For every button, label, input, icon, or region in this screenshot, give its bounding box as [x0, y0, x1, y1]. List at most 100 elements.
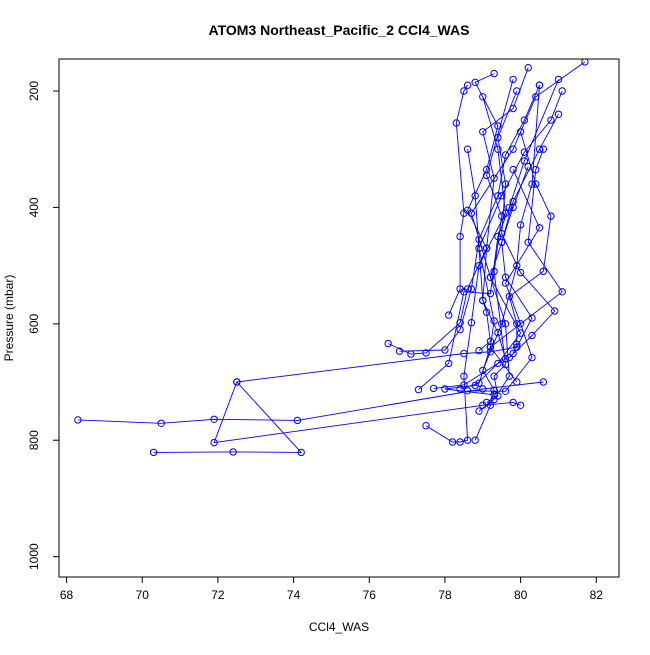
- data-point: [513, 87, 521, 95]
- data-point: [509, 75, 517, 84]
- profile-series: [414, 75, 563, 394]
- profile-series: [494, 87, 559, 362]
- data-point: [479, 385, 487, 393]
- data-point: [467, 319, 476, 327]
- profile-series: [471, 81, 544, 444]
- data-point: [558, 288, 566, 296]
- x-tick-label: 74: [287, 588, 301, 602]
- data-point: [505, 292, 513, 301]
- data-point: [535, 145, 544, 153]
- data-point: [445, 311, 453, 319]
- data-point: [490, 317, 498, 325]
- profile-series: [505, 128, 555, 358]
- series-line: [399, 85, 540, 352]
- data-point: [460, 87, 468, 95]
- series-line: [497, 90, 556, 358]
- data-point: [505, 353, 513, 362]
- data-point: [482, 165, 491, 174]
- data-point: [452, 119, 460, 127]
- data-point: [501, 151, 510, 159]
- data-point: [524, 64, 532, 72]
- data-point: [498, 212, 506, 220]
- x-tick-label: 68: [60, 588, 74, 602]
- data-point: [494, 328, 502, 337]
- data-point: [456, 232, 464, 241]
- x-tick-label: 70: [136, 588, 150, 602]
- series-line: [474, 85, 540, 441]
- data-point: [509, 398, 517, 407]
- data-point: [513, 320, 521, 328]
- data-point: [297, 448, 305, 457]
- profile-series: [486, 145, 566, 386]
- data-point: [471, 78, 479, 87]
- profile-series: [482, 75, 517, 407]
- data-point: [456, 385, 464, 393]
- data-point: [539, 378, 547, 386]
- data-point: [475, 407, 483, 415]
- data-point: [528, 331, 536, 340]
- data-point: [471, 192, 479, 200]
- data-point: [494, 192, 502, 200]
- data-point: [479, 296, 487, 305]
- data-point: [482, 171, 491, 180]
- profile-series: [445, 81, 472, 319]
- series-layer: [74, 59, 589, 457]
- data-point: [513, 340, 521, 348]
- x-tick-label: 78: [438, 588, 452, 602]
- data-point: [74, 416, 82, 424]
- data-point: [475, 379, 483, 387]
- data-point: [509, 165, 517, 174]
- data-point: [539, 145, 547, 153]
- data-point: [532, 180, 540, 188]
- y-tick-label: 800: [27, 430, 41, 450]
- data-point: [479, 128, 487, 136]
- data-point: [551, 307, 559, 315]
- data-point: [490, 372, 498, 380]
- y-tick-label: 600: [27, 313, 41, 333]
- y-tick-label: 1000: [27, 543, 41, 570]
- data-point: [460, 209, 468, 217]
- y-tick-label: 200: [27, 81, 41, 101]
- data-point: [494, 232, 502, 241]
- series-line: [448, 84, 468, 316]
- data-point: [429, 384, 438, 393]
- data-point: [456, 438, 464, 446]
- data-point: [486, 273, 495, 281]
- data-point: [547, 116, 555, 124]
- y-axis: 200 400 600 800 1000: [27, 81, 60, 570]
- data-point: [501, 320, 510, 328]
- series-line: [153, 381, 521, 453]
- series-line: [418, 79, 559, 390]
- series-line: [236, 114, 559, 383]
- data-point: [524, 238, 532, 247]
- data-point: [482, 244, 491, 252]
- data-point: [516, 401, 525, 409]
- series-line: [433, 73, 507, 389]
- data-point: [535, 81, 544, 89]
- data-point: [149, 448, 158, 457]
- data-point: [501, 387, 510, 395]
- y-axis-label: Pressure (mbar): [2, 275, 16, 362]
- x-tick-label: 82: [590, 588, 604, 602]
- data-point: [233, 378, 241, 386]
- data-point: [475, 346, 483, 355]
- data-point: [441, 346, 449, 354]
- x-axis: 68 70 72 74 76 78 80 82: [60, 576, 604, 602]
- data-point: [479, 366, 487, 375]
- data-point: [463, 81, 472, 89]
- data-point: [471, 436, 479, 444]
- data-point: [547, 212, 555, 220]
- data-point: [501, 180, 510, 188]
- profile-series: [422, 93, 510, 446]
- data-point: [509, 145, 517, 153]
- data-point: [494, 359, 502, 368]
- data-point: [486, 289, 495, 298]
- data-point: [445, 359, 453, 368]
- data-point: [479, 93, 487, 101]
- profile-series: [456, 145, 498, 393]
- data-point: [494, 122, 502, 130]
- data-point: [475, 244, 483, 252]
- data-point: [516, 128, 525, 136]
- series-line: [388, 67, 529, 355]
